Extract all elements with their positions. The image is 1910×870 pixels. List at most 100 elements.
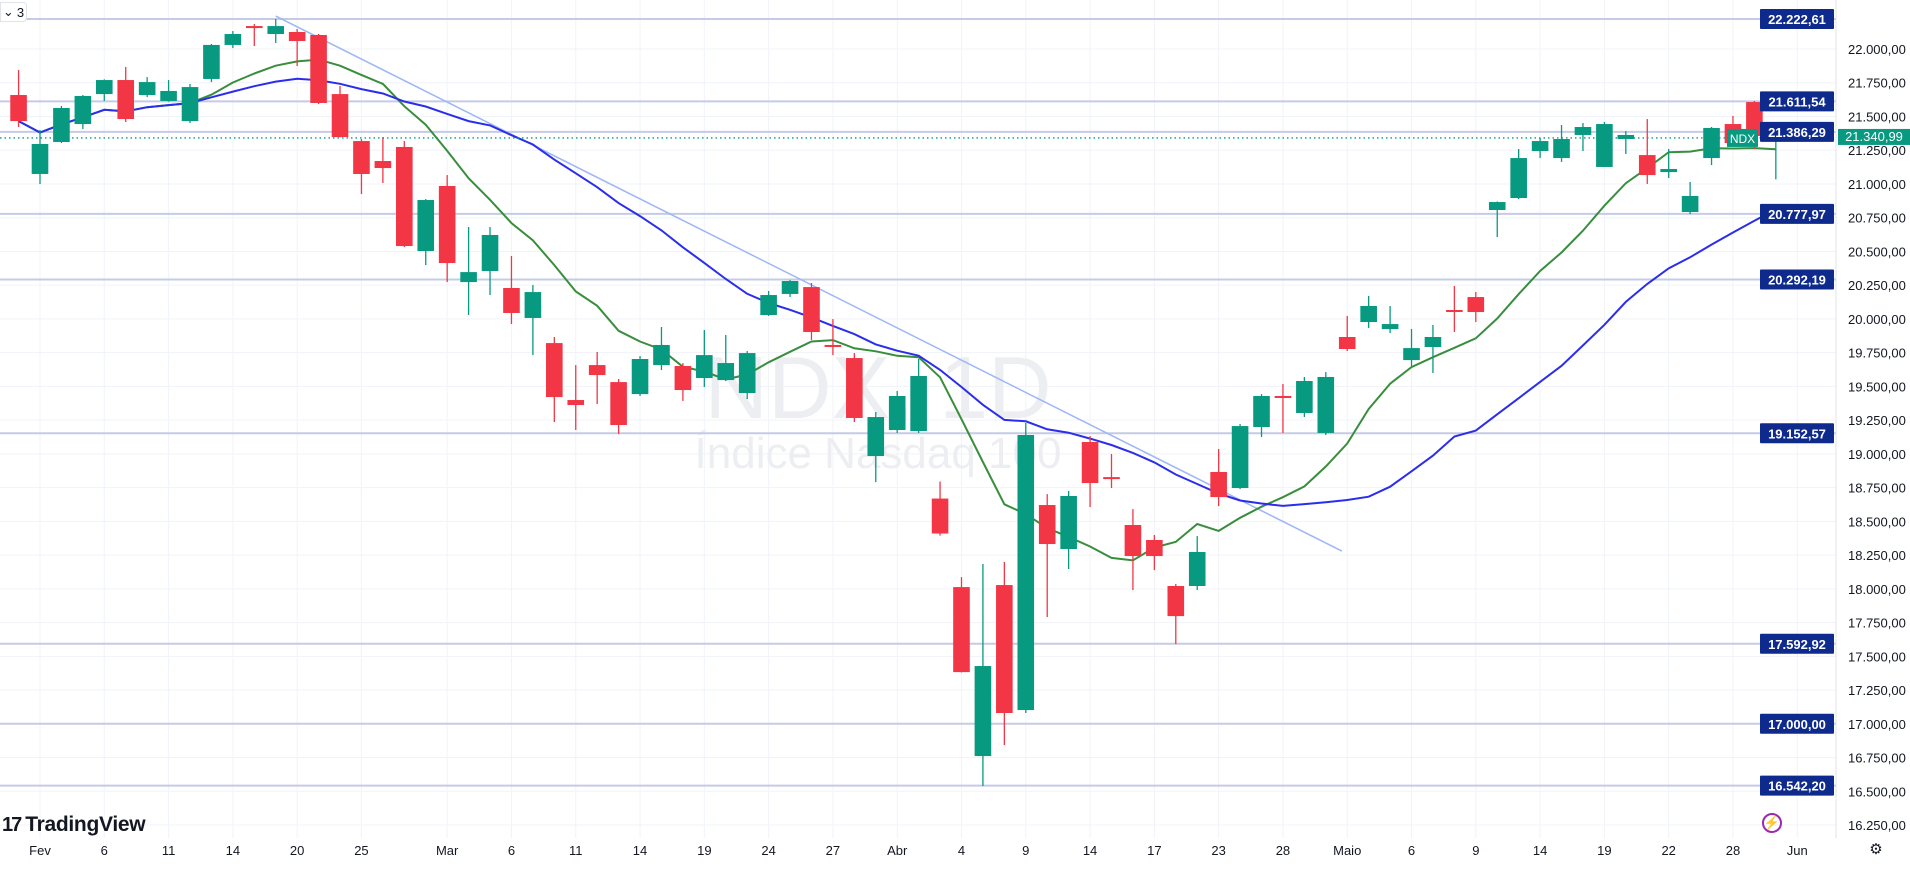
candle-body [717, 363, 735, 381]
price-tick-label: 17.000,00 [1848, 717, 1906, 732]
lightning-icon[interactable]: ⚡ [1762, 813, 1782, 833]
price-tick-label: 17.250,00 [1848, 683, 1906, 698]
price-axis[interactable]: 22.000,00 21.750,00 21.500,00 21.250,00 21.0… [1835, 0, 1910, 838]
level-label: 20.292,19 [1768, 272, 1826, 287]
level-label: 16.542,20 [1768, 779, 1826, 794]
candle-body [74, 95, 92, 125]
candle-body [481, 234, 499, 272]
time-tick-label: 17 [1147, 843, 1161, 858]
collapse-indicators-button[interactable]: ⌄ 3 [0, 2, 27, 22]
current-price-badge [1838, 128, 1910, 145]
candle-body [417, 200, 435, 252]
time-tick-label: 11 [569, 843, 583, 858]
trendline-layer [275, 15, 1343, 552]
level-label: 20.777,97 [1768, 207, 1826, 222]
candle-body [867, 417, 885, 457]
time-tick-label: 28 [1726, 843, 1740, 858]
price-tick-label: 20.750,00 [1848, 211, 1906, 226]
chevron-down-icon: ⌄ [2, 4, 14, 19]
level-label-badge [1760, 713, 1834, 734]
candle-body [1360, 305, 1377, 323]
candle-body [888, 395, 906, 430]
candle-body [824, 344, 842, 347]
candle-body [1124, 525, 1142, 557]
candle-body [931, 498, 949, 534]
candle-body [31, 144, 49, 174]
candle-body [53, 107, 70, 142]
candle-body [738, 353, 756, 394]
candle-body [588, 365, 606, 376]
price-tick-label: 16.750,00 [1848, 751, 1906, 766]
price-tick-label: 21.500,00 [1848, 109, 1906, 124]
level-label-badge [1760, 91, 1834, 112]
level-label-badge [1760, 269, 1834, 290]
time-tick-label: 14 [633, 843, 647, 858]
time-tick-label: 14 [226, 843, 240, 858]
tradingview-logo-icon: 17 [2, 813, 22, 836]
settings-icon[interactable]: ⚙ [1869, 841, 1883, 858]
candle-body [1103, 477, 1120, 480]
candle-body [10, 95, 27, 122]
level-label-badge [1760, 775, 1834, 796]
candle-body [374, 161, 392, 169]
time-tick-label: Jun [1787, 843, 1808, 858]
level-label: 21.611,54 [1768, 94, 1826, 109]
level-label-badge [1760, 423, 1834, 444]
candle-body [1381, 324, 1399, 330]
candle-body [567, 400, 585, 406]
candle-body [1167, 586, 1185, 617]
horizontal-levels [0, 17, 1910, 787]
candle-body [117, 80, 135, 120]
candle-body [288, 31, 306, 42]
time-tick-label: 23 [1211, 843, 1225, 858]
time-tick-label: Mar [436, 843, 459, 858]
price-tick-label: 17.500,00 [1848, 649, 1906, 664]
candle-body [1510, 158, 1527, 198]
price-tick-label: 19.250,00 [1848, 413, 1906, 428]
symbol-tag-badge [1727, 128, 1758, 147]
candle-body [1703, 127, 1720, 159]
symbol-tag: NDX [1730, 132, 1755, 146]
price-tick-label: 20.250,00 [1848, 278, 1906, 293]
candle-body [631, 359, 649, 395]
time-tick-label: 22 [1661, 843, 1675, 858]
price-tick-label: 18.500,00 [1848, 514, 1906, 529]
time-tick-label: 19 [697, 843, 711, 858]
candle-body [674, 366, 692, 391]
level-label-badge [1760, 121, 1834, 142]
candle-body [1060, 495, 1077, 550]
candle-body [1403, 348, 1420, 361]
level-label: 22.222,61 [1768, 12, 1826, 27]
candle-body [1338, 337, 1356, 350]
price-tick-label: 21.250,00 [1848, 143, 1906, 158]
price-tick-label: 18.000,00 [1848, 582, 1906, 597]
logo-text: TradingView [25, 813, 146, 836]
level-labels: 21.340,99 22.222,61 21.611,54 21.386,29 20.7… [1727, 8, 1910, 796]
candle-body [653, 344, 670, 366]
candle-body [996, 585, 1013, 714]
price-tick-label: 17.750,00 [1848, 616, 1906, 631]
grid [0, 0, 1836, 838]
price-tick-label: 16.250,00 [1848, 818, 1906, 833]
candle-body [846, 358, 863, 418]
candle-body [310, 34, 327, 103]
tradingview-logo[interactable]: 17 TradingView [2, 813, 146, 837]
time-tick-label: 14 [1533, 843, 1547, 858]
candle-body [1210, 471, 1227, 498]
candle-body [1596, 124, 1613, 167]
time-axis[interactable]: Fev 6 11 14 20 25 Mar 6 11 14 19 24 27 Abr 4 9 14 17 23 28 M… [29, 843, 1808, 858]
candle-body [781, 280, 799, 294]
candle-body [953, 587, 970, 673]
candle-body [331, 94, 349, 137]
candle-body [1317, 376, 1335, 433]
time-tick-label: 27 [826, 843, 840, 858]
candle-body [974, 666, 992, 757]
time-tick-label: 6 [1408, 843, 1415, 858]
candle-body [353, 141, 370, 174]
time-tick-label: 9 [1472, 843, 1479, 858]
time-tick-label: Abr [887, 843, 908, 858]
candle-body [1617, 134, 1635, 140]
candle-body [1081, 442, 1099, 484]
candle-body [1231, 426, 1249, 489]
